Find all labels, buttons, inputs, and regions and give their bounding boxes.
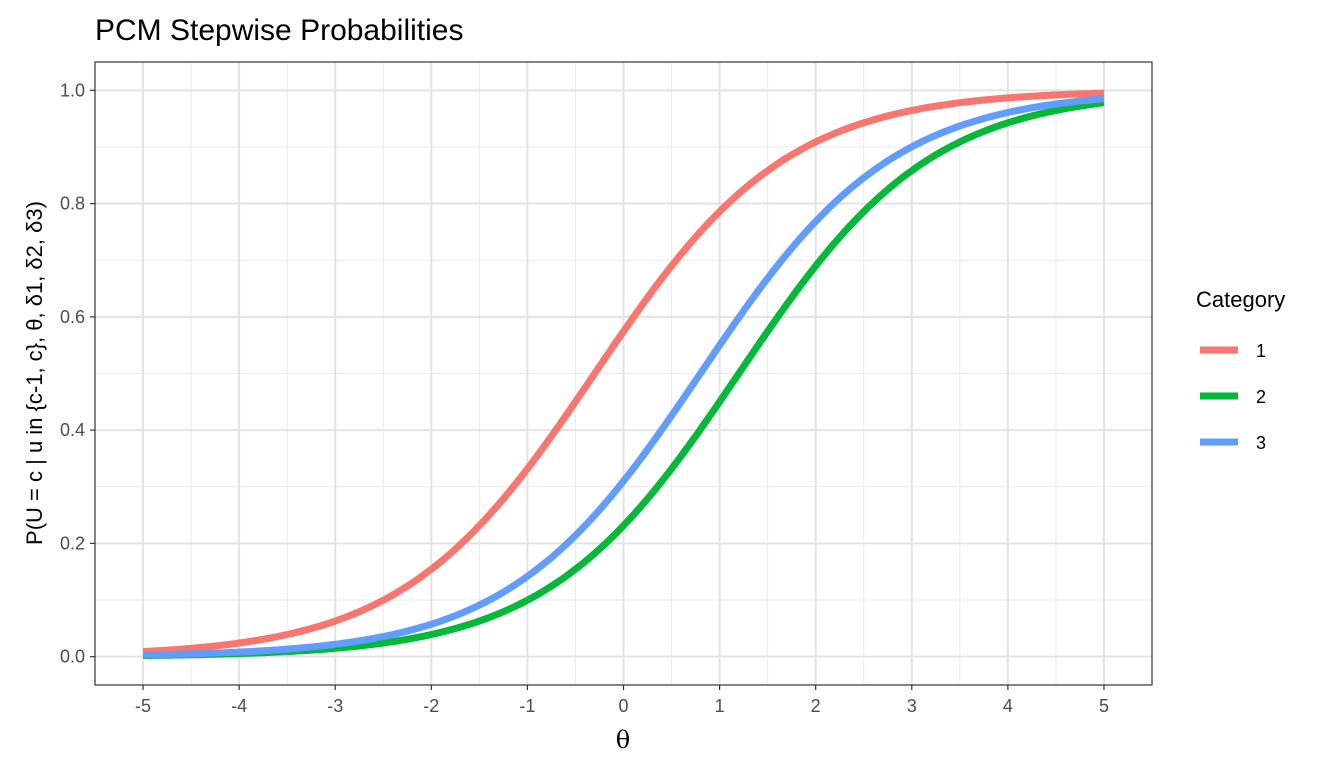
x-tick-label: 1 <box>715 696 725 716</box>
legend-items: 1 2 3 <box>1200 341 1266 453</box>
x-tick-label: 0 <box>618 696 628 716</box>
y-tick-label: 0.4 <box>60 420 85 440</box>
y-tick-label: 0.6 <box>60 307 85 327</box>
y-axis: 0.0 0.2 0.4 0.6 0.8 1.0 <box>60 80 95 667</box>
grid-lines <box>95 62 1152 685</box>
legend-label-3: 3 <box>1256 433 1266 453</box>
x-tick-label: 3 <box>907 696 917 716</box>
y-tick-label: 0.8 <box>60 194 85 214</box>
x-tick-label: -4 <box>231 696 247 716</box>
x-tick-label: 4 <box>1003 696 1013 716</box>
legend-title: Category <box>1196 287 1285 312</box>
x-tick-label: 2 <box>811 696 821 716</box>
series-line-1 <box>142 89 1105 656</box>
y-tick-label: 0.2 <box>60 533 85 553</box>
series-lines <box>142 89 1105 660</box>
x-tick-label: -1 <box>519 696 535 716</box>
y-tick-label: 1.0 <box>60 80 85 100</box>
x-tick-label: -5 <box>135 696 151 716</box>
x-tick-label: -2 <box>423 696 439 716</box>
x-tick-label: 5 <box>1099 696 1109 716</box>
chart-title: PCM Stepwise Probabilities <box>95 14 463 47</box>
legend-label-2: 2 <box>1256 387 1266 407</box>
legend-label-1: 1 <box>1256 341 1266 361</box>
series-line-3 <box>142 95 1105 659</box>
y-tick-label: 0.0 <box>60 647 85 667</box>
x-axis: -5 -4 -3 -2 -1 0 1 2 3 4 5 <box>135 685 1109 716</box>
x-tick-label: -3 <box>327 696 343 716</box>
x-axis-title: θ <box>616 726 630 754</box>
legend: Category 1 2 3 <box>1196 287 1285 453</box>
y-axis-title: P(U = c | u in {c-1, c}, θ, δ1, δ2, δ3) <box>22 201 47 545</box>
